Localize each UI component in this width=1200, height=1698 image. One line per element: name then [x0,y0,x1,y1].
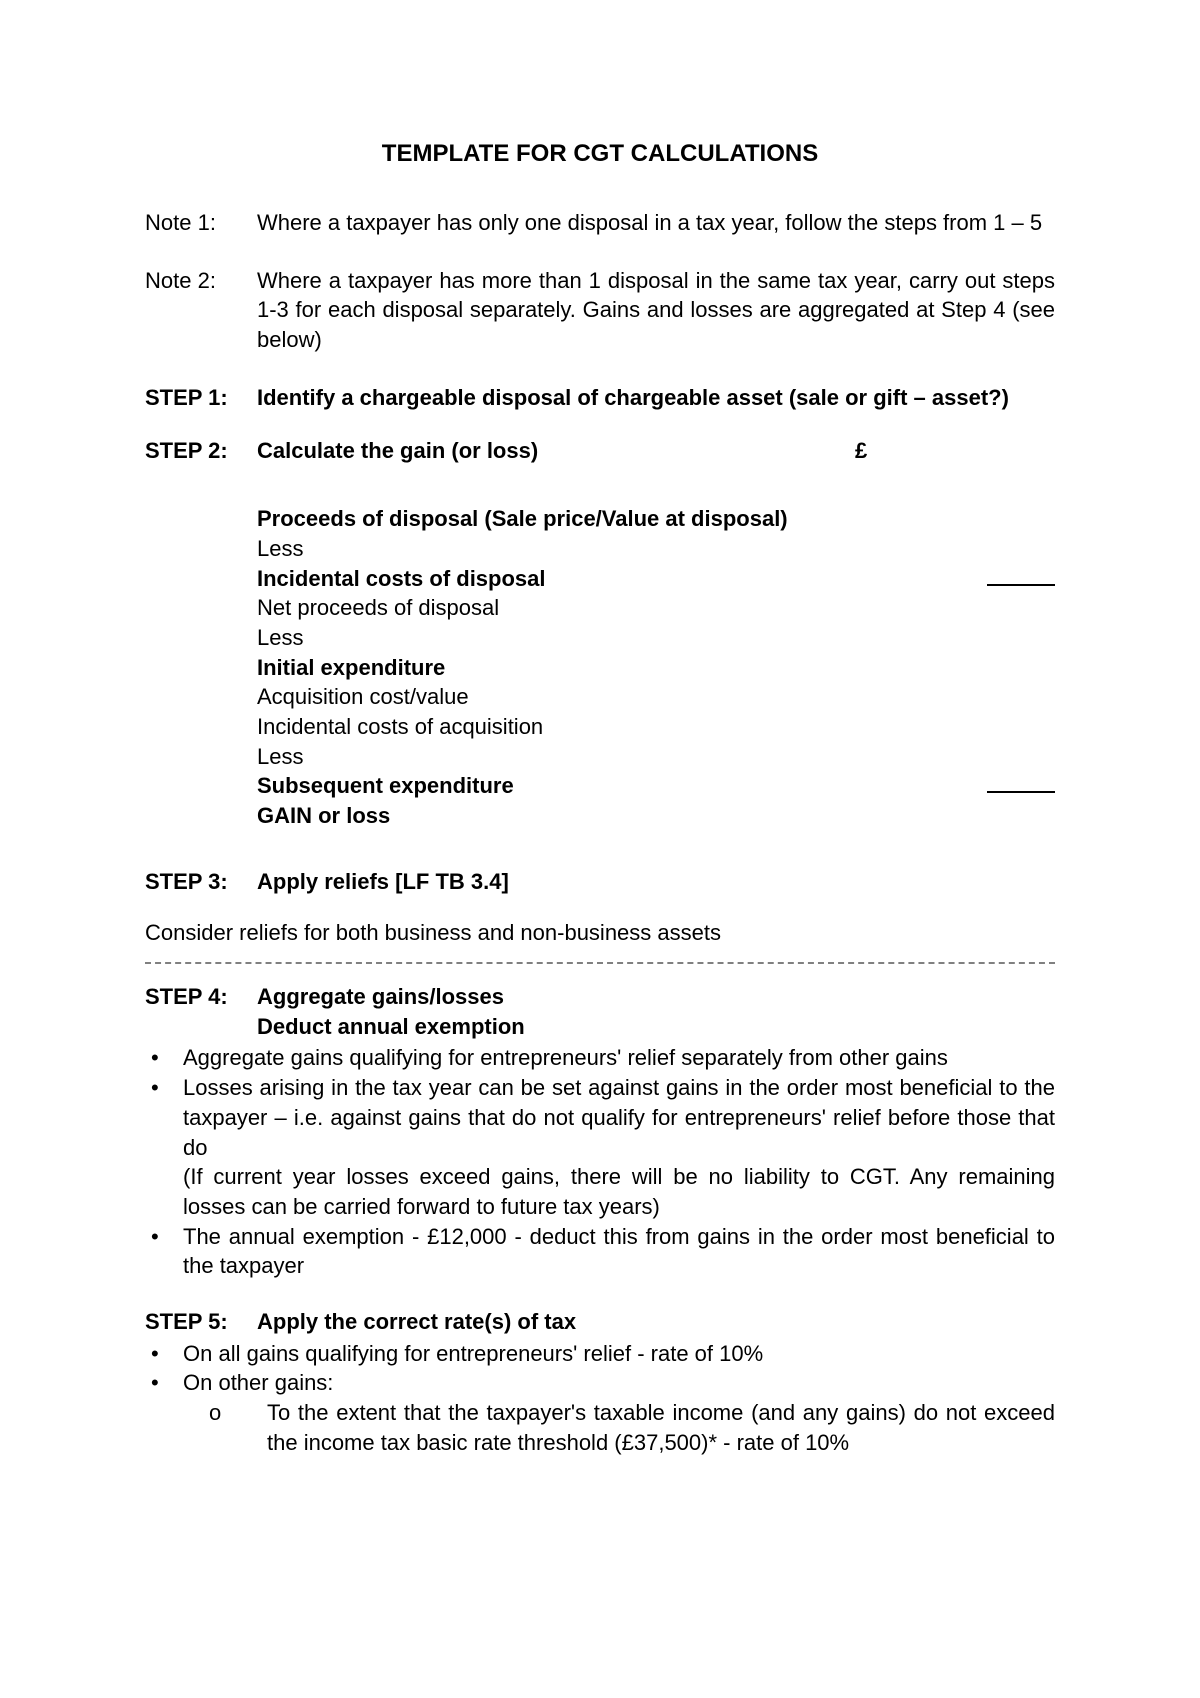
calc-line: Incidental costs of disposal [145,564,1055,594]
step5-sub-bullets: o To the extent that the taxpayer's taxa… [205,1398,1055,1457]
calc-line: Less [145,623,1055,653]
step-label: STEP 3: [145,867,257,897]
calc-text: Incidental costs of acquisition [257,712,975,742]
step-label: STEP 4: [145,982,257,1012]
calc-line: Subsequent expenditure [145,771,1055,801]
step-heading: Apply reliefs [LF TB 3.4] [257,867,1055,897]
bullet-icon: • [145,1222,183,1281]
calc-text: Net proceeds of disposal [257,593,975,623]
note-row: Note 2: Where a taxpayer has more than 1… [145,266,1055,355]
step-heading: Calculate the gain (or loss) [257,436,855,466]
step-row: STEP 3: Apply reliefs [LF TB 3.4] [145,867,1055,897]
calc-text: Incidental costs of disposal [257,564,975,594]
page-title: TEMPLATE FOR CGT CALCULATIONS [145,140,1055,168]
step-row: STEP 1: Identify a chargeable disposal o… [145,383,1055,413]
bullet-item: • Losses arising in the tax year can be … [145,1073,1055,1221]
bullet-item: • On other gains: [145,1368,1055,1398]
calc-text: Less [257,742,975,772]
step5-bullets: • On all gains qualifying for entreprene… [145,1339,1055,1398]
bullet-text: The annual exemption - £12,000 - deduct … [183,1222,1055,1281]
note-label: Note 2: [145,266,257,355]
step-subheading: Deduct annual exemption [257,1012,1055,1042]
calc-line: GAIN or loss [145,801,1055,831]
calc-line: Less [145,534,1055,564]
step-label: STEP 2: [145,436,257,466]
note-text: Where a taxpayer has more than 1 disposa… [257,266,1055,355]
step-heading: Identify a chargeable disposal of charge… [257,383,1055,413]
calc-text: GAIN or loss [257,801,975,831]
calc-line: Incidental costs of acquisition [145,712,1055,742]
calc-line: Initial expenditure [145,653,1055,683]
bullet-text: Aggregate gains qualifying for entrepren… [183,1043,1055,1073]
currency-symbol: £ [855,436,1055,466]
calc-line: Acquisition cost/value [145,682,1055,712]
bullet-icon: • [145,1073,183,1221]
bullet-item: • On all gains qualifying for entreprene… [145,1339,1055,1369]
calc-text: Less [257,534,975,564]
blank-field [975,564,1055,594]
bullet-icon: • [145,1043,183,1073]
calc-line: Net proceeds of disposal [145,593,1055,623]
sub-bullet-text: To the extent that the taxpayer's taxabl… [267,1398,1055,1457]
calc-line: Less [145,742,1055,772]
step-heading: Apply the correct rate(s) of tax [257,1307,1055,1337]
bullet-text: On other gains: [183,1368,1055,1398]
calculation-block: Proceeds of disposal (Sale price/Value a… [145,504,1055,831]
calc-text: Subsequent expenditure [257,771,975,801]
step-row: STEP 4: Aggregate gains/losses [145,982,1055,1012]
step-heading: Aggregate gains/losses [257,982,1055,1012]
step-row: Deduct annual exemption [145,1012,1055,1042]
calc-text: Less [257,623,975,653]
bullet-item: • The annual exemption - £12,000 - deduc… [145,1222,1055,1281]
note-row: Note 1: Where a taxpayer has only one di… [145,208,1055,238]
bullet-text: Losses arising in the tax year can be se… [183,1073,1055,1221]
calc-text: Initial expenditure [257,653,975,683]
bullet-icon: • [145,1368,183,1398]
note-text: Where a taxpayer has only one disposal i… [257,208,1055,238]
divider-line [145,962,1055,964]
step2-header: STEP 2: Calculate the gain (or loss) £ [145,436,1055,466]
step4-bullets: • Aggregate gains qualifying for entrepr… [145,1043,1055,1281]
calc-text: Acquisition cost/value [257,682,975,712]
document-page: TEMPLATE FOR CGT CALCULATIONS Note 1: Wh… [0,0,1200,1698]
step3-note: Consider reliefs for both business and n… [145,918,1055,948]
bullet-text: On all gains qualifying for entrepreneur… [183,1339,1055,1369]
calc-line: Proceeds of disposal (Sale price/Value a… [145,504,1055,534]
step-label: STEP 1: [145,383,257,413]
step-row: STEP 5: Apply the correct rate(s) of tax [145,1307,1055,1337]
step-label: STEP 5: [145,1307,257,1337]
sub-bullet-item: o To the extent that the taxpayer's taxa… [205,1398,1055,1457]
bullet-item: • Aggregate gains qualifying for entrepr… [145,1043,1055,1073]
blank-field [975,771,1055,801]
bullet-icon: • [145,1339,183,1369]
sub-bullet-icon: o [205,1398,267,1457]
calc-text: Proceeds of disposal (Sale price/Value a… [257,504,975,534]
note-label: Note 1: [145,208,257,238]
